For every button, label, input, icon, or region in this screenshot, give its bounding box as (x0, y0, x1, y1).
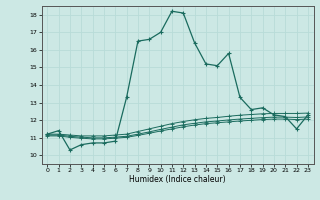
X-axis label: Humidex (Indice chaleur): Humidex (Indice chaleur) (129, 175, 226, 184)
